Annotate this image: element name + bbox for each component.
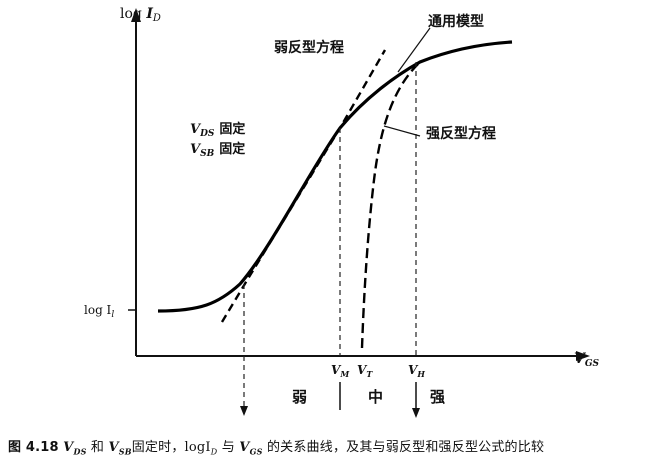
caption-vsb: VSB <box>108 440 132 457</box>
caption-text-3: 与 <box>221 440 235 455</box>
sep-2-arrow <box>412 408 420 418</box>
x-tick-vh: VH <box>408 363 425 379</box>
region-strong: 强 <box>430 388 445 406</box>
caption-fig-number: 图 4.18 <box>8 440 59 455</box>
weak-inversion-line <box>220 49 387 323</box>
caption-text-4: 的关系曲线，及其与弱反型和强反型公式的比较 <box>266 440 545 455</box>
region-weak: 弱 <box>292 388 307 406</box>
weak-inversion-label: 弱反型方程 <box>274 39 344 56</box>
caption-text-2: 固定时， <box>131 440 185 455</box>
strong-eq-leader <box>383 125 421 137</box>
x-tick-vt: VT <box>357 363 373 379</box>
caption-text-1: 和 <box>90 440 105 455</box>
caption-vds: VDS <box>63 440 87 457</box>
weak-boundary-arrow <box>240 406 248 416</box>
region-moderate: 中 <box>368 388 383 406</box>
x-tick-vm: VM <box>331 363 350 379</box>
caption-vgs: VGS <box>239 440 263 457</box>
x-axis-label: VGS <box>574 351 600 369</box>
strong-inversion-curve <box>360 63 419 349</box>
x-axis-arrow <box>576 351 590 361</box>
general-model-leader <box>397 27 431 73</box>
figure-caption: 图 4.18 VDS 和 VSB固定时，logID 与 VGS 的关系曲线，及其… <box>8 436 638 457</box>
general-model-label: 通用模型 <box>428 13 484 30</box>
vsb-fixed-label: VSB 固定 <box>190 141 245 159</box>
y-axis-arrow <box>131 8 141 22</box>
strong-inversion-label: 强反型方程 <box>426 125 496 142</box>
caption-logid: logID <box>184 440 218 457</box>
y-axis-label: log ID <box>120 6 161 24</box>
general-model-curve <box>157 40 513 313</box>
y-tick-label: log Il <box>84 303 114 320</box>
vds-fixed-label: VDS 固定 <box>190 121 245 139</box>
